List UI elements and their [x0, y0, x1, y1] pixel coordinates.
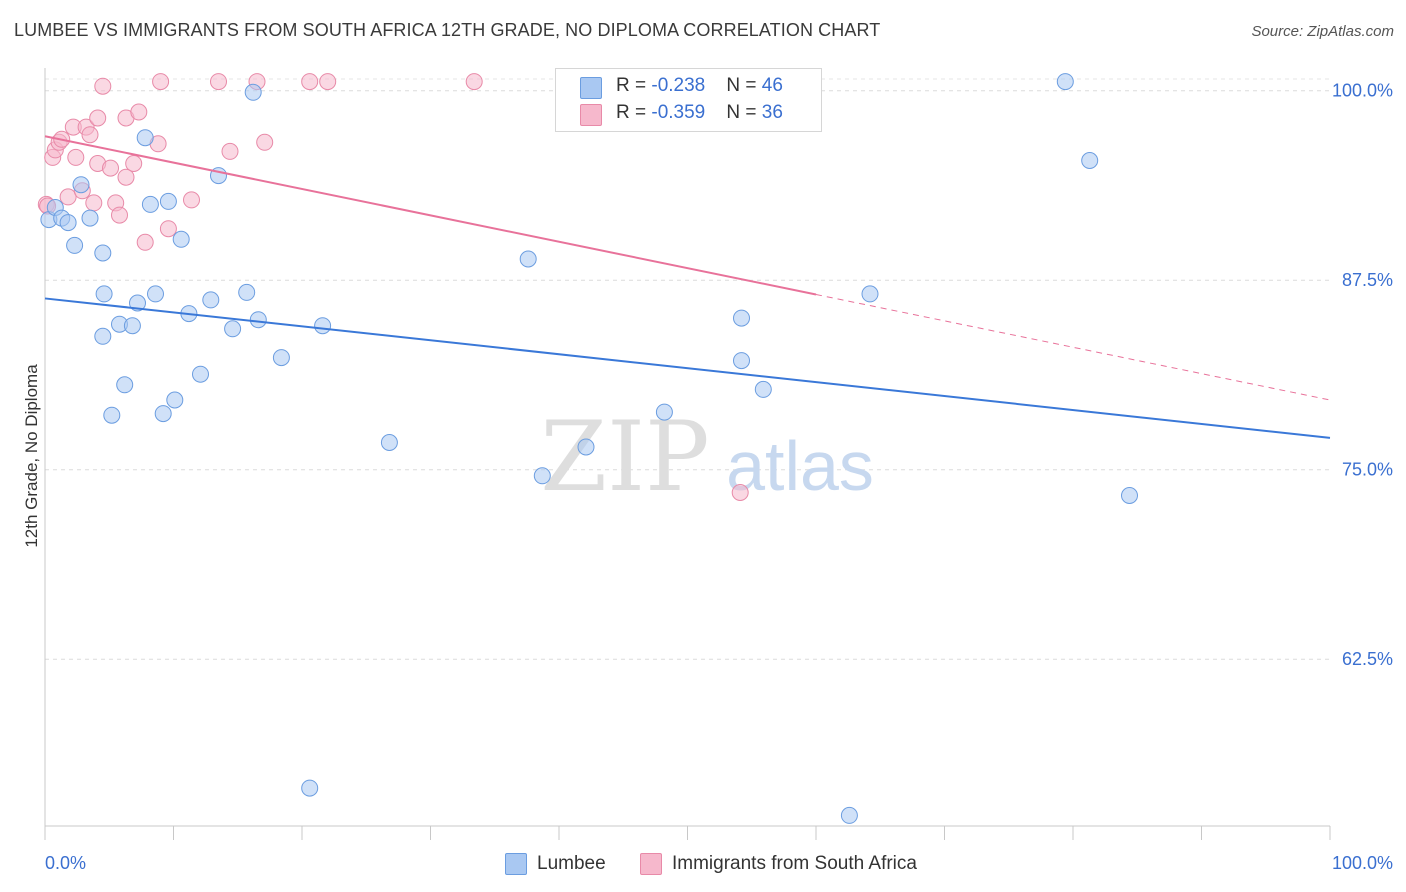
lumbee-point-24	[202, 291, 220, 309]
south-africa-point-27	[210, 73, 227, 91]
lumbee-point-6	[81, 209, 99, 227]
lumbee-point-9	[95, 285, 113, 303]
lumbee-point-27	[238, 283, 256, 301]
y-tick-label-1: 87.5%	[1342, 270, 1393, 290]
south-africa-point-34	[731, 484, 749, 501]
watermark-atlas: atlas	[726, 427, 874, 505]
lumbee-point-13	[123, 317, 141, 335]
chart-source: Source: ZipAtlas.com	[1251, 23, 1394, 40]
legend-r-label: R =	[616, 102, 652, 123]
south-africa-point-5	[59, 188, 77, 206]
south-africa-point-19	[117, 168, 135, 186]
lumbee-point-41	[840, 806, 858, 824]
lumbee-point-16	[141, 195, 159, 213]
y-tick-label-2: 75.0%	[1342, 460, 1393, 480]
chart-title: LUMBEE VS IMMIGRANTS FROM SOUTH AFRICA 1…	[14, 20, 881, 40]
south-africa-point-28	[221, 142, 239, 160]
south-africa-point-12	[89, 109, 107, 127]
lumbee-point-43	[1056, 73, 1074, 91]
tick-labels: 100.0% 87.5% 75.0% 62.5% 0.0% 100.0%	[45, 81, 1393, 873]
legend-box: R = -0.238 N = 46 R = -0.359 N = 36	[555, 68, 822, 132]
legend-r-value-lumbee: -0.238	[651, 75, 706, 96]
south-africa-point-10	[81, 126, 99, 144]
series-blue-points	[40, 73, 1138, 824]
south-africa-point-31	[301, 73, 319, 91]
lumbee-point-42	[861, 285, 879, 303]
legend-swatch-lumbee	[580, 77, 602, 99]
lumbee-point-30	[272, 349, 290, 367]
series-pink-points	[37, 73, 749, 501]
lumbee-point-7	[94, 327, 112, 345]
lumbee-point-28	[244, 83, 262, 101]
lumbee-point-18	[154, 405, 172, 423]
south-africa-point-21	[130, 103, 148, 121]
south-africa-point-14	[94, 77, 112, 95]
legend-n-label: N =	[726, 75, 762, 96]
lumbee-point-31	[301, 779, 319, 797]
bottom-legend-swatch-lumbee	[505, 853, 527, 875]
lumbee-point-3	[59, 214, 77, 232]
south-africa-point-11	[85, 194, 103, 212]
x-tick-label-0: 0.0%	[45, 853, 86, 873]
watermark: ZIP atlas	[540, 401, 874, 513]
lumbee-point-17	[147, 285, 164, 303]
lumbee-point-21	[172, 230, 190, 248]
south-africa-point-7	[67, 148, 85, 166]
y-tick-label-3: 62.5%	[1342, 649, 1393, 669]
lumbee-point-34	[519, 250, 537, 268]
south-africa-point-26	[183, 191, 200, 209]
south-africa-trend-line	[44, 135, 817, 296]
lumbee-point-45	[1121, 487, 1138, 504]
south-africa-point-15	[102, 159, 119, 177]
legend-r-label: R =	[616, 75, 652, 96]
south-africa-point-17	[111, 206, 128, 224]
lumbee-point-14	[129, 294, 146, 312]
lumbee-point-15	[136, 129, 154, 147]
south-africa-point-24	[152, 73, 170, 91]
lumbee-point-26	[224, 320, 242, 338]
axes	[44, 68, 1331, 840]
south-africa-point-22	[136, 233, 154, 251]
bottom-legend-label-south-africa: Immigrants from South Africa	[672, 853, 917, 874]
lumbee-point-23	[192, 365, 209, 383]
legend-n-label: N =	[726, 102, 762, 123]
bottom-legend-swatch-south-africa	[640, 853, 662, 875]
lumbee-trend-line	[44, 297, 1331, 439]
legend-r-value-south-africa: -0.359	[651, 102, 706, 123]
lumbee-point-39	[733, 352, 750, 370]
legend-swatch-south-africa	[580, 104, 602, 126]
lumbee-point-40	[754, 380, 772, 398]
legend-n-value-south-africa: 36	[761, 102, 783, 123]
lumbee-point-35	[533, 467, 551, 485]
lumbee-point-29	[249, 311, 267, 329]
lumbee-point-19	[159, 192, 177, 210]
lumbee-point-38	[733, 309, 750, 327]
lumbee-point-10	[103, 406, 121, 424]
lumbee-point-36	[577, 438, 595, 456]
trend-lines	[44, 135, 1331, 439]
legend-n-value-lumbee: 46	[761, 75, 783, 96]
south-africa-trend-line-extension	[815, 294, 1331, 401]
south-africa-point-32	[319, 73, 337, 91]
lumbee-point-12	[116, 376, 134, 394]
lumbee-point-44	[1081, 152, 1099, 169]
south-africa-point-20	[125, 155, 143, 172]
lumbee-point-4	[66, 236, 84, 254]
y-axis-label: 12th Grade, No Diploma	[22, 364, 41, 548]
lumbee-point-37	[655, 403, 673, 421]
south-africa-point-30	[256, 133, 274, 151]
south-africa-point-25	[159, 220, 177, 238]
bottom-legend-label-lumbee: Lumbee	[537, 853, 606, 874]
lumbee-point-33	[380, 434, 398, 451]
lumbee-point-5	[72, 176, 90, 194]
y-tick-label-0: 100.0%	[1332, 81, 1393, 101]
lumbee-point-20	[166, 391, 184, 409]
watermark-zip: ZIP	[540, 401, 709, 513]
x-tick-label-1: 100.0%	[1332, 853, 1393, 873]
south-africa-point-33	[465, 73, 483, 91]
lumbee-point-32	[314, 317, 332, 335]
lumbee-point-8	[94, 244, 112, 262]
